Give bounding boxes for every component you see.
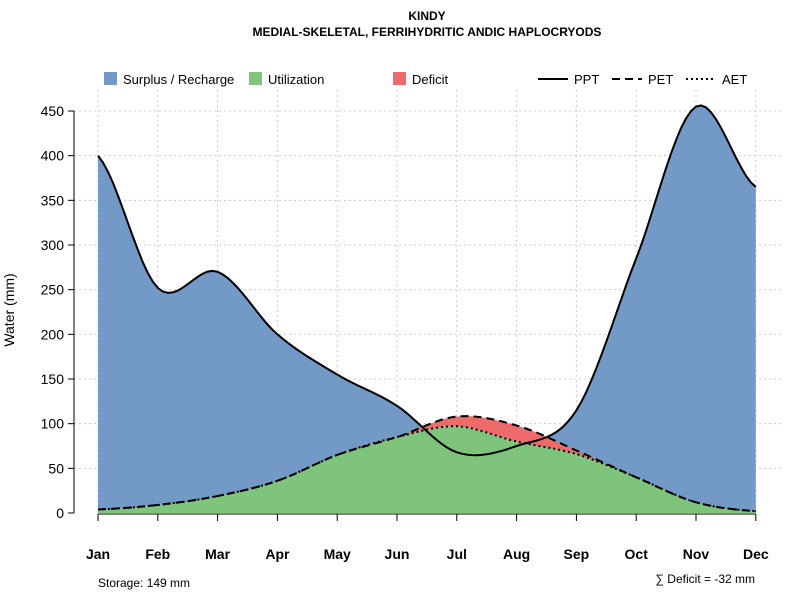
y-tick-label: 250 [41, 282, 65, 298]
y-tick-label: 350 [41, 192, 65, 208]
ppt-line [97, 104, 757, 457]
utilization-area [98, 426, 756, 513]
aet-line [97, 425, 756, 513]
storage-annotation: Storage: 149 mm [98, 576, 190, 590]
legend-label: PET [648, 72, 673, 87]
legend-label: PPT [574, 72, 599, 87]
x-tick-label: Jun [385, 546, 410, 562]
deficit-annotation: ∑ Deficit = -32 mm [655, 572, 755, 586]
x-tick-label: Sep [564, 546, 590, 562]
y-axis-label: Water (mm) [1, 273, 17, 346]
legend-label: Surplus / Recharge [123, 72, 234, 87]
x-tick-label: May [324, 546, 351, 562]
legend-swatch [393, 72, 406, 85]
legend-swatch [104, 72, 117, 85]
x-tick-label: Apr [265, 546, 290, 562]
chart-subtitle: MEDIAL-SKELETAL, FERRIHYDRITIC ANDIC HAP… [253, 25, 602, 39]
legend-label: AET [722, 72, 747, 87]
x-tick-label: Jul [447, 546, 467, 562]
legend-swatch [249, 72, 262, 85]
legend-label: Utilization [268, 72, 324, 87]
y-tick-label: 450 [41, 103, 65, 119]
legend-label: Deficit [412, 72, 449, 87]
x-tick-label: Jan [86, 546, 110, 562]
y-tick-label: 50 [48, 460, 64, 476]
y-tick-label: 200 [41, 326, 65, 342]
surplus-recharge-area [98, 105, 756, 514]
x-tick-label: Aug [503, 546, 530, 562]
y-tick-label: 400 [41, 148, 65, 164]
x-tick-label: Dec [743, 546, 769, 562]
y-tick-label: 100 [41, 416, 65, 432]
y-tick-label: 300 [41, 237, 65, 253]
y-tick-label: 0 [56, 505, 64, 521]
x-tick-label: Oct [625, 546, 649, 562]
x-tick-label: Mar [205, 546, 230, 562]
x-tick-label: Feb [145, 546, 170, 562]
chart-title: KINDY [408, 9, 445, 23]
y-tick-label: 150 [41, 371, 65, 387]
x-tick-label: Nov [683, 546, 710, 562]
